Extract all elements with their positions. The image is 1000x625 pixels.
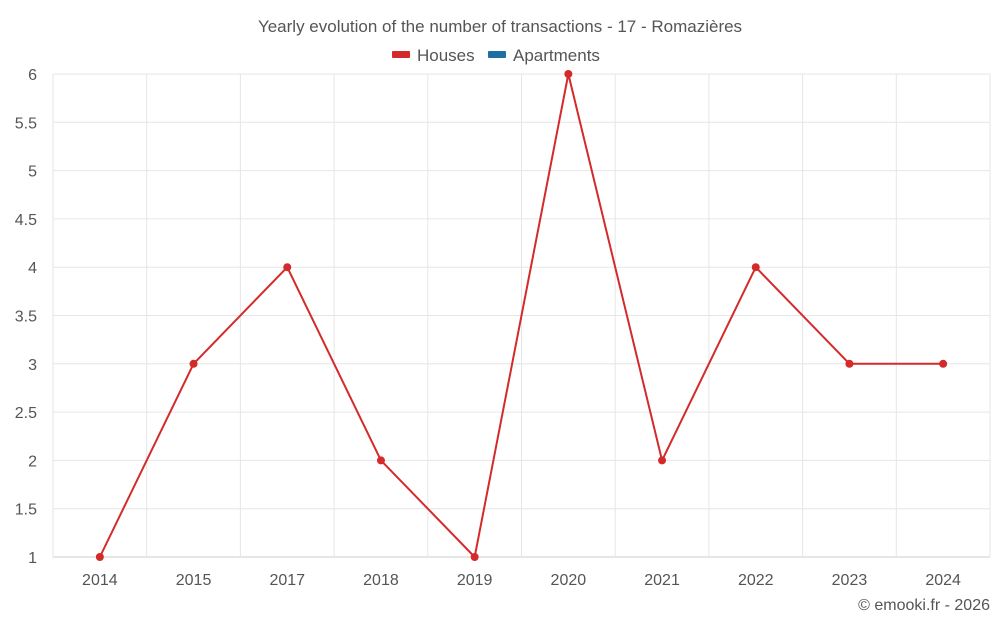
- y-tick-label: 1: [28, 550, 37, 567]
- legend-item-houses[interactable]: Houses: [392, 46, 475, 65]
- series-layer: [95, 70, 948, 561]
- x-tick-label: 2019: [457, 572, 493, 589]
- y-tick-label: 4.5: [15, 212, 37, 229]
- data-point-houses-2022[interactable]: [751, 263, 760, 272]
- y-tick-label: 3.5: [15, 309, 37, 326]
- data-point-houses-2019[interactable]: [470, 553, 479, 561]
- data-point-houses-2021[interactable]: [658, 456, 667, 465]
- legend-label-houses: Houses: [417, 46, 475, 65]
- data-point-houses-2024[interactable]: [939, 359, 948, 368]
- x-tick-label: 2018: [363, 572, 399, 589]
- y-tick-label: 5.5: [15, 115, 37, 132]
- y-tick-label: 2.5: [15, 405, 37, 422]
- y-tick-label: 3: [28, 357, 37, 374]
- x-tick-label: 2017: [269, 572, 305, 589]
- x-tick-label: 2022: [738, 572, 774, 589]
- legend-item-apartments[interactable]: Apartments: [488, 46, 600, 65]
- x-tick-label: 2020: [551, 572, 587, 589]
- legend: Houses Apartments: [392, 46, 600, 65]
- chart-title: Yearly evolution of the number of transa…: [258, 17, 742, 36]
- data-point-houses-2023[interactable]: [845, 359, 854, 368]
- data-point-houses-2017[interactable]: [283, 263, 292, 272]
- legend-swatch-apartments: [488, 51, 506, 58]
- data-point-houses-2015[interactable]: [189, 359, 198, 368]
- data-point-houses-2018[interactable]: [376, 456, 385, 465]
- x-axis: 2014 2015 2017 2018 2019 2020 2021 2022 2023 2024: [82, 572, 961, 589]
- data-point-houses-2014[interactable]: [95, 553, 104, 561]
- x-tick-label: 2024: [925, 572, 961, 589]
- y-tick-label: 2: [28, 453, 37, 470]
- x-tick-label: 2015: [176, 572, 212, 589]
- x-tick-label: 2014: [82, 572, 118, 589]
- data-point-houses-2020[interactable]: [564, 70, 573, 78]
- y-tick-label: 6: [28, 67, 37, 84]
- legend-swatch-houses: [392, 51, 410, 58]
- credit-text: © emooki.fr - 2026: [858, 597, 990, 614]
- series-line-houses: [98, 73, 944, 558]
- y-tick-label: 5: [28, 164, 37, 181]
- y-axis: 1 1.5 2 2.5 3 3.5 4 4.5 5 5.5 6: [15, 67, 37, 567]
- legend-label-apartments: Apartments: [513, 46, 600, 65]
- y-tick-label: 1.5: [15, 502, 37, 519]
- y-tick-label: 4: [28, 260, 37, 277]
- x-tick-label: 2021: [644, 572, 680, 589]
- x-tick-label: 2023: [832, 572, 868, 589]
